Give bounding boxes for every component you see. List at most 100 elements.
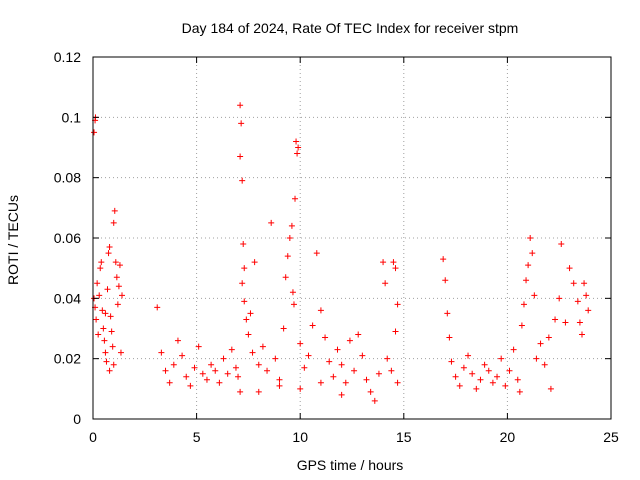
data-point — [237, 102, 244, 109]
y-tick-label: 0.08 — [54, 170, 81, 186]
data-point — [104, 286, 111, 293]
data-point — [309, 322, 316, 329]
data-point — [367, 388, 374, 395]
data-point — [232, 364, 239, 371]
data-point — [317, 379, 324, 386]
data-point — [119, 292, 126, 299]
data-point — [199, 370, 206, 377]
data-point — [330, 373, 337, 380]
data-point — [228, 346, 235, 353]
data-point — [489, 379, 496, 386]
data-point — [103, 358, 110, 365]
data-point — [154, 304, 161, 311]
data-point — [545, 334, 552, 341]
data-point — [106, 367, 113, 374]
data-point — [170, 361, 177, 368]
data-point — [264, 367, 271, 374]
data-point — [288, 222, 295, 229]
x-tick-label: 25 — [603, 429, 619, 445]
data-point — [282, 274, 289, 281]
data-point — [220, 355, 227, 362]
data-point — [294, 150, 301, 157]
data-point — [245, 331, 252, 338]
data-point — [442, 277, 449, 284]
data-point — [238, 120, 245, 127]
data-point — [556, 295, 563, 302]
data-point — [276, 376, 283, 383]
data-point — [94, 280, 101, 287]
data-point — [351, 367, 358, 374]
data-point — [183, 373, 190, 380]
x-tick-label: 20 — [500, 429, 516, 445]
data-point — [338, 361, 345, 368]
data-point — [297, 340, 304, 347]
data-point — [241, 265, 248, 272]
data-point — [109, 343, 116, 350]
data-point — [187, 382, 194, 389]
data-point — [98, 259, 105, 266]
data-point — [249, 349, 256, 356]
data-point — [255, 361, 262, 368]
data-point — [446, 334, 453, 341]
data-point — [338, 391, 345, 398]
data-point — [537, 340, 544, 347]
x-axis-ticks: 0 5 10 15 20 25 — [89, 57, 619, 445]
data-point — [444, 310, 451, 317]
data-point — [558, 241, 565, 248]
data-point — [99, 307, 106, 314]
data-point — [570, 280, 577, 287]
data-point — [102, 310, 109, 317]
x-tick-label: 10 — [292, 429, 308, 445]
data-point — [566, 265, 573, 272]
data-point — [297, 385, 304, 392]
data-point — [322, 334, 329, 341]
data-point — [520, 301, 527, 308]
data-point — [547, 385, 554, 392]
data-point — [576, 319, 583, 326]
data-point — [293, 138, 300, 145]
data-point — [326, 358, 333, 365]
data-point — [485, 367, 492, 374]
data-point — [110, 361, 117, 368]
data-point — [460, 364, 467, 371]
data-point — [276, 382, 283, 389]
chart-title: Day 184 of 2024, Rate Of TEC Index for r… — [182, 20, 519, 36]
y-axis-label: ROTI / TECUs — [5, 195, 21, 285]
data-point — [112, 259, 119, 266]
data-point — [110, 219, 117, 226]
data-point — [107, 313, 114, 320]
data-point — [473, 385, 480, 392]
data-point — [581, 280, 588, 287]
data-point — [95, 331, 102, 338]
data-point — [284, 253, 291, 260]
data-point — [191, 364, 198, 371]
data-point — [552, 316, 559, 323]
data-point — [216, 379, 223, 386]
data-point — [514, 376, 521, 383]
data-point — [115, 283, 122, 290]
data-point — [525, 262, 532, 269]
data-point — [268, 219, 275, 226]
data-point — [452, 373, 459, 380]
data-point — [301, 364, 308, 371]
data-point — [195, 343, 202, 350]
data-point — [342, 379, 349, 386]
y-tick-label: 0.04 — [54, 290, 81, 306]
data-point — [469, 370, 476, 377]
data-point — [251, 259, 258, 266]
y-tick-label: 0.1 — [62, 109, 82, 125]
data-point — [93, 316, 100, 323]
data-point — [533, 355, 540, 362]
data-point — [510, 346, 517, 353]
data-point — [448, 358, 455, 365]
data-point — [237, 388, 244, 395]
data-point — [241, 298, 248, 305]
data-point — [390, 259, 397, 266]
x-tick-label: 0 — [89, 429, 97, 445]
data-point — [203, 376, 210, 383]
data-point — [334, 346, 341, 353]
data-point — [289, 289, 296, 296]
data-point — [562, 319, 569, 326]
data-point — [481, 361, 488, 368]
data-point — [108, 328, 115, 335]
